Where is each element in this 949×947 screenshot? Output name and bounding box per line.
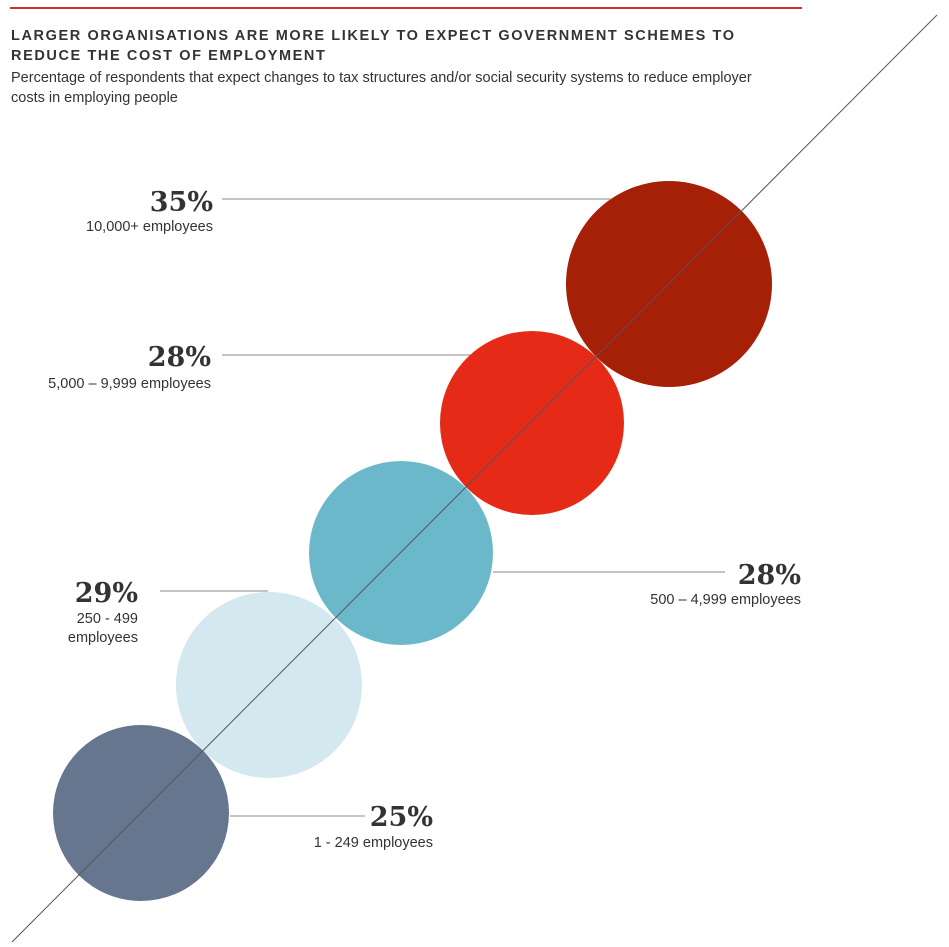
value-label-1: 25% bbox=[370, 802, 433, 833]
top-accent-rule bbox=[10, 7, 802, 9]
value-label-4: 28% bbox=[148, 342, 211, 373]
category-label-4: 5,000 – 9,999 employees bbox=[48, 376, 211, 392]
value-label-3: 28% bbox=[738, 560, 801, 591]
category-label-2-line-2: employees bbox=[68, 630, 138, 646]
category-label-5: 10,000+ employees bbox=[86, 219, 213, 235]
bubble-3 bbox=[309, 461, 493, 645]
chart-title: LARGER ORGANISATIONS ARE MORE LIKELY TO … bbox=[11, 28, 736, 64]
diagonal-trend-line bbox=[11, 14, 938, 943]
leader-lines bbox=[160, 198, 725, 817]
bubble-labels: 25% 1 - 249 employees 29% 250 - 499 employee… bbox=[48, 187, 801, 851]
chart-subtitle: Percentage of respondents that expect ch… bbox=[11, 70, 752, 106]
value-label-2: 29% bbox=[75, 578, 138, 609]
value-label-5: 35% bbox=[150, 187, 213, 218]
category-label-2-line-1: 250 - 499 bbox=[77, 611, 138, 627]
bubble-4 bbox=[440, 331, 624, 515]
category-label-1: 1 - 249 employees bbox=[314, 835, 433, 851]
category-label-3: 500 – 4,999 employees bbox=[650, 592, 801, 608]
